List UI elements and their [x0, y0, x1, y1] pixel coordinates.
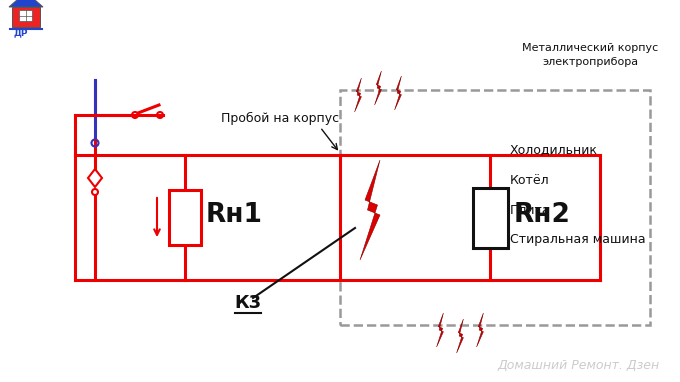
Bar: [12, 7, 40, 27]
Text: Металлический корпус
электроприбора: Металлический корпус электроприбора: [522, 43, 658, 67]
Text: Котёл: Котёл: [510, 173, 549, 186]
Polygon shape: [375, 71, 381, 105]
Text: Стиральная машина: Стиральная машина: [510, 233, 645, 246]
Text: Плита: Плита: [510, 204, 551, 217]
Text: Пробой на корпус: Пробой на корпус: [221, 112, 339, 125]
Bar: [19, 10, 32, 21]
Bar: [340, 90, 650, 325]
Text: Холодильник: Холодильник: [510, 144, 598, 157]
Text: Rн1: Rн1: [206, 201, 263, 228]
Polygon shape: [354, 78, 361, 112]
Text: ДР: ДР: [14, 28, 29, 37]
Polygon shape: [394, 76, 401, 110]
Polygon shape: [437, 313, 443, 347]
Text: К3: К3: [235, 294, 262, 312]
Bar: [473, 188, 507, 248]
Polygon shape: [9, 0, 43, 7]
Text: Rн2: Rн2: [513, 201, 571, 228]
Text: Домашний Ремонт. Дзен: Домашний Ремонт. Дзен: [498, 358, 660, 372]
Polygon shape: [477, 313, 483, 347]
Bar: [169, 190, 201, 245]
Polygon shape: [360, 160, 380, 260]
Polygon shape: [456, 319, 463, 353]
